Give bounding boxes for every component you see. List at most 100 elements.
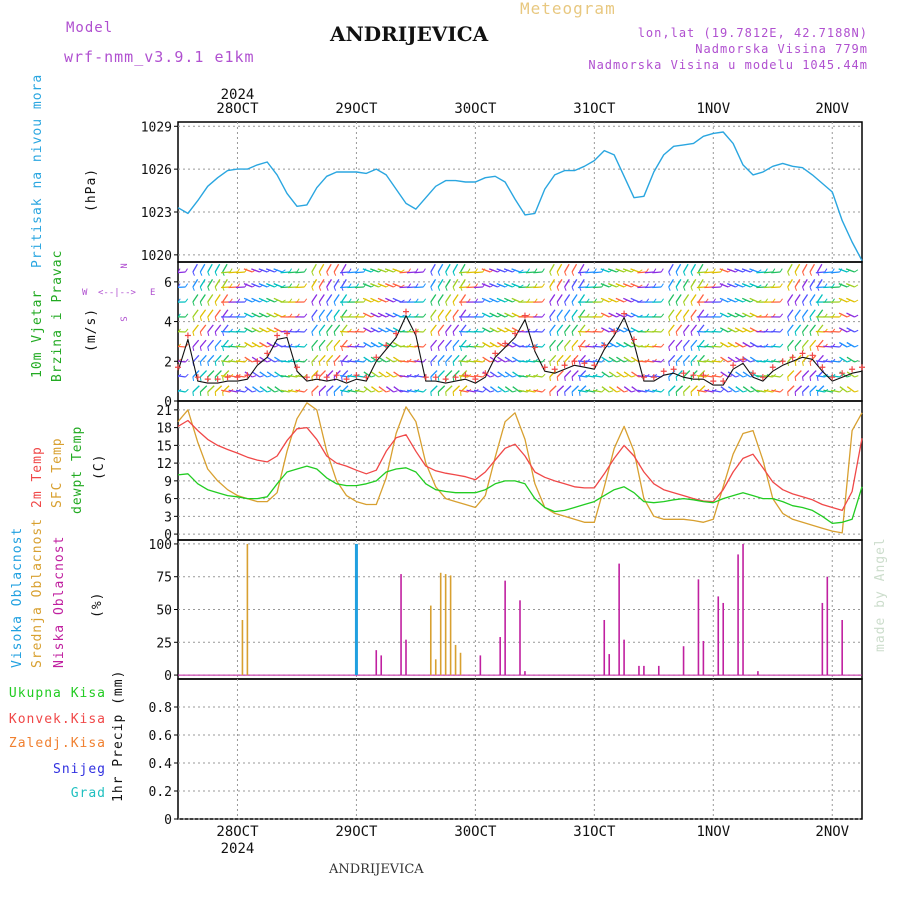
- wind-barb-feather: [683, 361, 685, 367]
- wind-barb-feather: [541, 298, 546, 303]
- wind-barb-feather: [326, 301, 329, 306]
- wind-barb-feather: [222, 331, 225, 336]
- wind-barb: [823, 360, 833, 363]
- wind-barb: [675, 354, 683, 363]
- wind-barb-feather: [802, 331, 805, 336]
- y-tick-label: 18: [156, 422, 172, 437]
- wind-barb-feather: [794, 301, 797, 306]
- wind-barb: [630, 297, 640, 303]
- model-label: Model: [66, 20, 114, 36]
- wind-barb: [207, 279, 214, 288]
- wind-barb: [497, 371, 506, 378]
- wind-barb-feather: [705, 283, 709, 288]
- wind-barb-feather: [296, 268, 300, 273]
- wind-barb-feather: [259, 390, 264, 393]
- wind-barb-feather: [267, 390, 272, 393]
- wind-barb-feather: [185, 373, 189, 378]
- wind-barb: [266, 327, 275, 333]
- wind-barb-feather: [727, 360, 733, 363]
- wind-barb: [809, 324, 817, 333]
- wind-barb: [259, 341, 268, 348]
- wind-barb-feather: [333, 271, 337, 276]
- legend-total-rain: Ukupna Kisa: [8, 686, 106, 701]
- wind-barb-feather: [779, 268, 783, 273]
- y-tick-label: 2: [164, 355, 172, 370]
- wind-barb-feather: [556, 316, 559, 321]
- wind-barb: [564, 339, 571, 348]
- wind-barb: [749, 268, 759, 273]
- wind-barb: [756, 360, 766, 363]
- wind-barb: [683, 324, 690, 333]
- wind-barb-feather: [764, 298, 769, 303]
- wind-barb: [816, 279, 823, 288]
- low-cloud-bar: [400, 574, 402, 676]
- wind-barb: [511, 283, 521, 288]
- wind-gust-mark: [224, 374, 231, 381]
- wind-gust-mark: [373, 354, 380, 361]
- wind-barb-feather: [222, 346, 225, 352]
- wind-barb: [452, 354, 460, 363]
- wind-barb-feather: [735, 390, 740, 393]
- wind-barb-feather: [757, 269, 762, 273]
- wind-barb-feather: [697, 316, 701, 321]
- wind-barb: [459, 263, 466, 273]
- wind-barb-feather: [742, 344, 747, 348]
- wind-barb-feather: [445, 301, 448, 306]
- wind-barb-feather: [623, 390, 629, 393]
- wind-barb: [326, 354, 334, 363]
- low-cloud-bar: [757, 671, 759, 676]
- wind-barb: [340, 374, 350, 378]
- wind-barb-feather: [571, 316, 574, 321]
- wind-barb-feather: [460, 391, 462, 397]
- wind-gust-mark: [631, 336, 637, 343]
- wind-barb: [445, 370, 453, 378]
- wind-barb: [207, 370, 215, 378]
- wind-barb-feather: [430, 376, 432, 382]
- wind-barb: [251, 341, 261, 348]
- wind-barb: [727, 297, 736, 303]
- wind-barb: [399, 360, 409, 363]
- wind-barb-feather: [512, 360, 517, 363]
- wind-barb-feather: [512, 375, 517, 378]
- wind-barb: [385, 297, 394, 303]
- wind-gust-mark: [650, 374, 657, 381]
- wind-barb: [644, 360, 654, 363]
- wind-barb-feather: [653, 298, 657, 303]
- wind-barb-feather: [348, 298, 352, 303]
- wind-barb: [214, 279, 221, 288]
- wind-barb: [192, 279, 199, 288]
- wind-barb: [839, 356, 848, 363]
- wind-barb: [846, 341, 855, 348]
- wind-barb-feather: [578, 391, 581, 397]
- wind-barb-feather: [697, 391, 700, 397]
- wind-barb: [370, 356, 380, 363]
- wind-barb-feather: [742, 329, 747, 333]
- wind-barb-feather: [333, 376, 336, 382]
- wind-barb: [711, 389, 721, 393]
- wind-barb-feather: [341, 346, 344, 352]
- wind-barb-feather: [267, 344, 272, 348]
- wind-barb: [273, 268, 283, 273]
- low-cloud-bar: [380, 655, 383, 676]
- wind-barb: [377, 312, 387, 318]
- wind-barb-feather: [519, 284, 524, 288]
- wind-barb-feather: [445, 346, 448, 352]
- wind-barb: [482, 386, 491, 393]
- wind-barb: [578, 309, 586, 318]
- wind-barb: [266, 297, 275, 303]
- low-cloud-bar: [737, 554, 739, 676]
- wind-barb: [549, 324, 556, 333]
- wind-barb-feather: [274, 360, 279, 363]
- wind-gust-mark: [521, 312, 528, 319]
- y-tick-label: 0: [164, 813, 172, 828]
- wind-barb: [199, 324, 207, 333]
- wind-barb: [445, 309, 452, 318]
- wind-barb-feather: [178, 283, 181, 288]
- wind-gust-mark: [264, 350, 271, 357]
- wind-barb-feather: [816, 331, 819, 336]
- wind-barb-feather: [564, 391, 566, 397]
- wind-barb-feather: [668, 361, 671, 367]
- wind-barb-feather: [430, 271, 433, 276]
- wind-barb-feather: [609, 390, 614, 393]
- wind-barb-feather: [675, 301, 678, 306]
